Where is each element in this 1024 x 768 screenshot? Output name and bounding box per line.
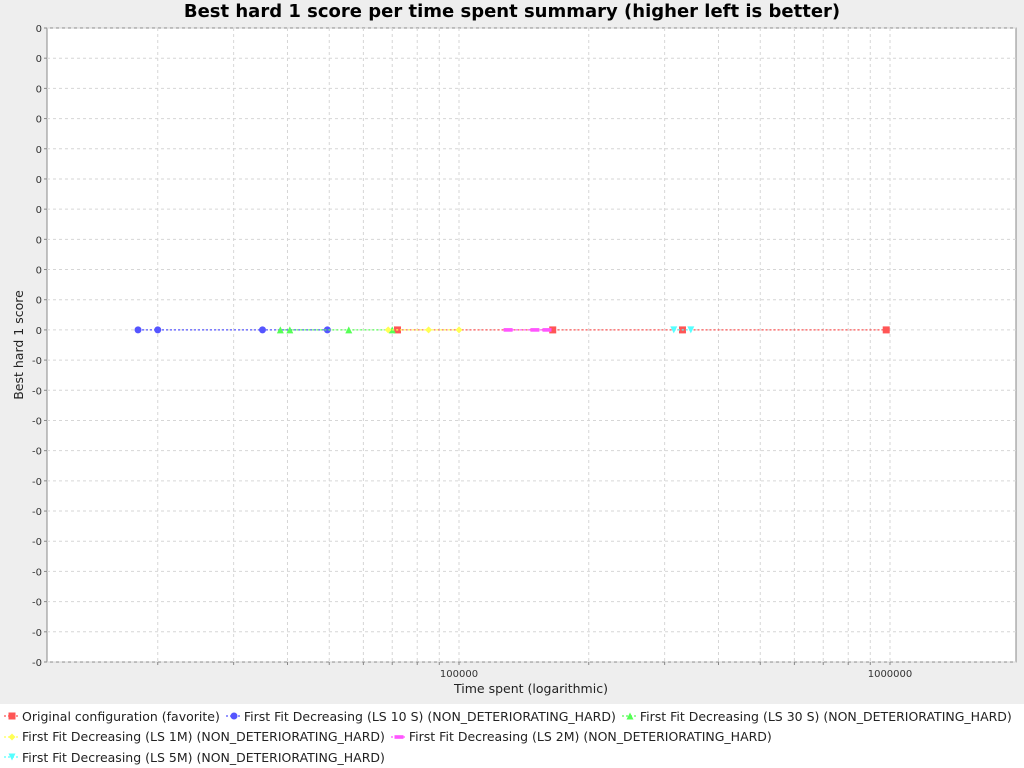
legend-row: First Fit Decreasing (LS 1M) (NON_DETERI… [4,727,1020,748]
data-point [345,326,353,334]
data-point [258,326,266,334]
legend-label: First Fit Decreasing (LS 10 S) (NON_DETE… [243,708,616,724]
legend-swatch-marker [394,734,404,739]
legend-label: First Fit Decreasing (LS 30 S) (NON_DETE… [639,708,1012,724]
y-tick-label: 0 [36,326,42,337]
legend-row: Original configuration (favorite) First F… [4,706,1020,727]
chart-svg: 0 0 0 0 0 0 0 0 0 0 0 -0 -0 -0 -0 -0 -0 -0 -0 -0 -0 -0 100000 1… [11,24,1017,696]
legend-label: Original configuration (favorite) [22,708,220,724]
y-tick-label: -0 [32,416,42,427]
y-tick-label: 0 [36,115,42,126]
legend-swatch-marker [8,753,16,761]
y-tick-label: 0 [36,54,42,65]
y-tick-label: 0 [36,296,42,307]
legend-swatch [4,733,20,741]
y-tick-label: -0 [32,507,42,518]
y-tick-label: -0 [32,356,42,367]
plot-area [46,27,1017,663]
data-point [286,326,294,334]
y-tick-label: 0 [36,266,42,277]
legend-swatch-marker [8,712,16,720]
legend-item: First Fit Decreasing (LS 2M) (NON_DETERI… [390,729,772,745]
legend-swatch-marker [626,712,634,720]
y-tick-label: 0 [36,175,42,186]
y-tick-label: -0 [32,537,42,548]
y-tick-label: 0 [36,205,42,216]
legend-item: First Fit Decreasing (LS 5M) (NON_DETERI… [4,750,385,765]
y-tick-label: 0 [36,84,42,95]
y-tick-label: 0 [36,235,42,246]
legend-item: Original configuration (favorite) [4,709,220,724]
legend-swatch [621,712,638,720]
legend-swatch [4,753,20,761]
legend-label: First Fit Decreasing (LS 2M) (NON_DETERI… [408,729,772,745]
series-group-6 [670,326,695,334]
data-point [134,326,142,334]
y-tick-label: -0 [32,567,42,578]
series-group-2 [134,326,331,334]
y-tick-label: -0 [32,628,42,639]
data-point [323,326,331,334]
data-point [549,326,557,334]
data-point [455,326,463,334]
chart-title: Best hard 1 score per time spent summary… [183,1,841,22]
y-tick-label: -0 [32,658,42,669]
axis-layer: 0 0 0 0 0 0 0 0 0 0 0 -0 -0 -0 -0 -0 -0 -0 -0 -0 -0 -0 100000 1… [32,24,912,680]
series-layer [134,326,890,334]
legend-item: First Fit Decreasing (LS 10 S) (NON_DETE… [225,708,616,724]
data-point [503,328,513,332]
legend-label: First Fit Decreasing (LS 5M) (NON_DETERI… [22,749,385,765]
y-tick-label: 0 [36,145,42,156]
series-group-4 [384,326,463,334]
data-point [670,326,678,334]
y-tick-label: -0 [32,598,42,609]
series-group-5 [503,328,552,332]
legend: Original configuration (favorite) First F… [0,704,1024,768]
legend-swatch [390,734,407,739]
y-axis-label: Best hard 1 score [11,290,26,400]
data-point [154,326,162,334]
data-point [384,326,392,334]
y-tick-label: -0 [32,447,42,458]
x-tick-label: 1000000 [868,669,913,680]
y-tick-label: 0 [36,24,42,35]
legend-swatch-marker [8,733,16,741]
x-axis-label: Time spent (logarithmic) [453,681,608,696]
legend-swatch [225,712,242,720]
legend-label: First Fit Decreasing (LS 1M) (NON_DETERI… [22,729,385,745]
data-point [687,326,695,334]
legend-swatch-marker [230,712,238,720]
y-tick-label: -0 [32,386,42,397]
x-tick-label: 100000 [440,669,478,680]
data-point [542,328,552,332]
data-point [425,326,433,334]
y-tick-label: -0 [32,477,42,488]
legend-swatch [4,712,20,720]
data-point [276,326,284,334]
legend-item: First Fit Decreasing (LS 30 S) (NON_DETE… [621,708,1012,724]
grid-layer [47,27,1016,663]
legend-item: First Fit Decreasing (LS 1M) (NON_DETERI… [4,729,385,744]
data-point [882,326,890,334]
data-point [530,328,540,332]
legend-row: First Fit Decreasing (LS 5M) (NON_DETERI… [4,747,1020,768]
